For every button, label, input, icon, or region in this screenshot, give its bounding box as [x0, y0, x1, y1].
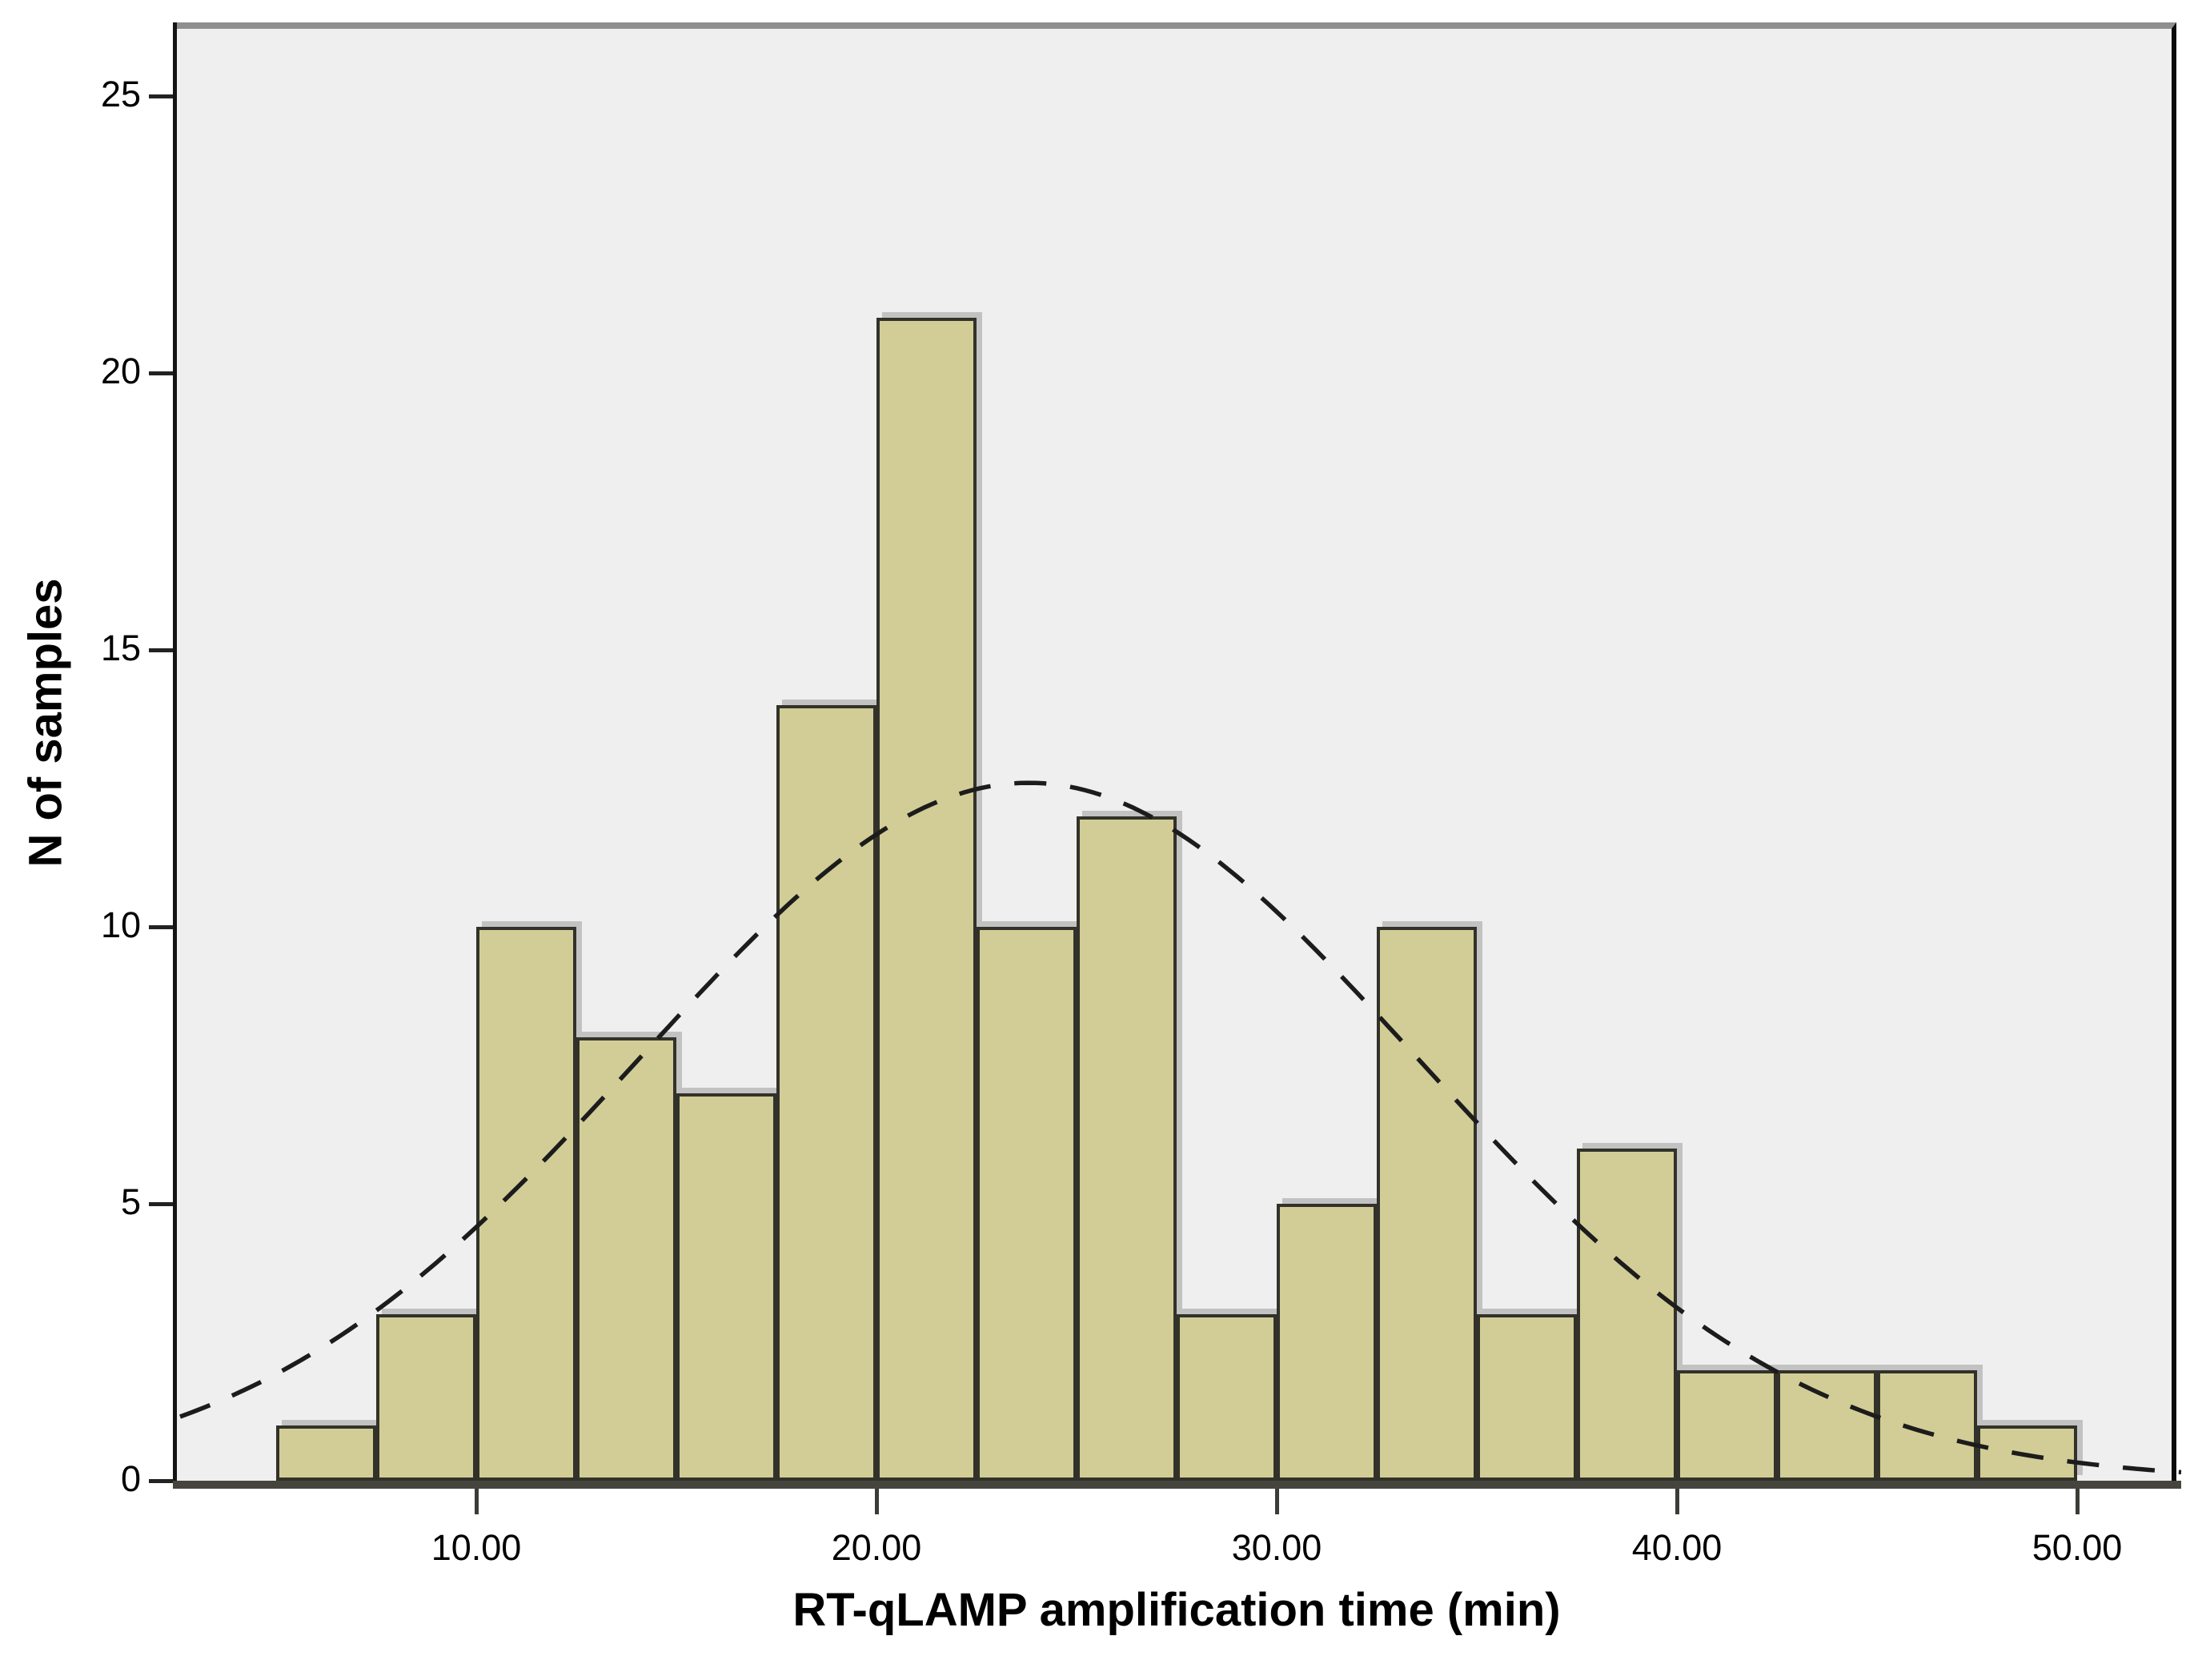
y-tick-label: 10 — [100, 904, 141, 945]
histogram-bar — [1077, 816, 1177, 1481]
histogram-bar — [376, 1314, 476, 1481]
histogram-bar — [476, 927, 576, 1481]
x-tick-label: 50.00 — [2032, 1527, 2123, 1568]
histogram-bar — [1277, 1204, 1377, 1481]
x-tick-label: 30.00 — [1231, 1527, 1322, 1568]
y-axis-line — [173, 22, 177, 1489]
histogram-bar — [676, 1093, 776, 1481]
y-tick — [149, 648, 173, 652]
histogram-bar — [1377, 927, 1477, 1481]
y-tick — [149, 371, 173, 375]
y-tick-label: 25 — [100, 73, 141, 114]
x-axis-title: RT-qLAMP amplification time (min) — [792, 1584, 1561, 1636]
x-tick — [1275, 1489, 1279, 1514]
histogram-bar — [1577, 1148, 1677, 1481]
x-axis-line — [173, 1481, 2181, 1489]
x-tick-label: 20.00 — [831, 1527, 922, 1568]
histogram-bar — [276, 1425, 376, 1481]
x-tick — [875, 1489, 879, 1514]
x-tick-label: 10.00 — [431, 1527, 522, 1568]
y-tick-label: 20 — [100, 350, 141, 391]
histogram-bar — [1477, 1314, 1577, 1481]
y-tick-label: 5 — [120, 1181, 141, 1222]
histogram-bar — [576, 1037, 676, 1481]
histogram-bar — [977, 927, 1077, 1481]
y-tick — [149, 925, 173, 929]
histogram-bar — [776, 705, 876, 1481]
x-tick — [1675, 1489, 1679, 1514]
histogram-bar — [876, 317, 977, 1481]
x-tick — [2076, 1489, 2080, 1514]
histogram-bar — [1977, 1425, 2077, 1481]
x-tick — [475, 1489, 479, 1514]
histogram-bar — [1777, 1369, 1877, 1481]
y-tick-label: 0 — [120, 1457, 141, 1499]
y-tick — [149, 1479, 173, 1483]
x-tick-label: 40.00 — [1631, 1527, 1723, 1568]
y-tick-label: 15 — [100, 627, 141, 668]
histogram-bar — [1177, 1314, 1277, 1481]
histogram-bar — [1877, 1369, 1977, 1481]
y-tick — [149, 1202, 173, 1206]
y-axis-title: N of samples — [19, 578, 72, 868]
histogram-bar — [1677, 1369, 1777, 1481]
y-tick — [149, 94, 173, 98]
